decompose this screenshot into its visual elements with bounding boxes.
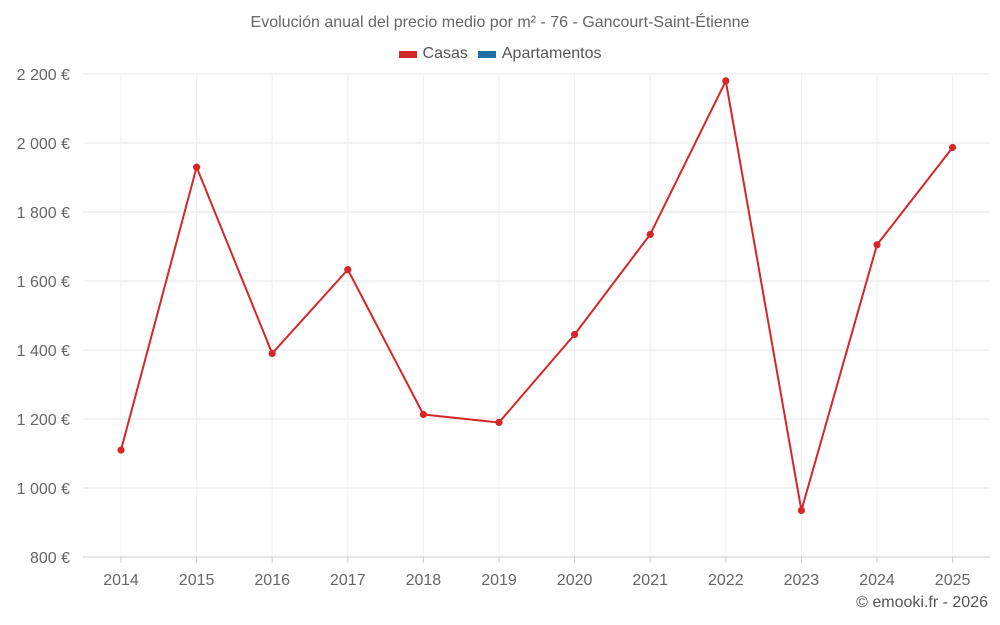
x-tick-label: 2014 [103, 572, 139, 589]
y-tick-label: 1 200 € [17, 412, 70, 429]
y-tick-label: 2 200 € [17, 67, 70, 84]
x-tick-label: 2016 [254, 572, 290, 589]
y-tick-label: 1 000 € [17, 481, 70, 498]
y-tick-label: 800 € [30, 550, 70, 567]
data-point-casas-2020 [571, 330, 579, 339]
data-point-casas-2025 [949, 143, 957, 152]
x-tick-label: 2020 [557, 572, 593, 589]
y-tick-label: 1 400 € [17, 343, 70, 360]
x-tick-label: 2024 [859, 572, 895, 589]
data-point-casas-2014 [117, 446, 125, 454]
legend-swatch-casas [398, 50, 417, 58]
y-tick-label: 2 000 € [17, 136, 70, 153]
x-tick-label: 2021 [632, 572, 668, 589]
data-point-casas-2016 [268, 349, 276, 358]
data-point-casas-2018 [419, 410, 427, 419]
copyright-footer: © emooki.fr - 2026 [856, 594, 988, 611]
data-point-casas-2024 [873, 241, 881, 249]
x-tick-label: 2025 [935, 572, 971, 589]
x-tick-label: 2023 [784, 572, 820, 589]
data-point-casas-2017 [344, 266, 352, 274]
x-tick-label: 2019 [481, 572, 517, 589]
legend-label-apartamentos: Apartamentos [501, 45, 602, 62]
data-point-casas-2019 [495, 418, 503, 427]
y-tick-label: 1 800 € [17, 205, 70, 222]
y-tick-label: 1 600 € [17, 274, 70, 291]
legend-item-apartamentos[interactable]: Apartamentos [477, 45, 602, 63]
data-point-casas-2015 [193, 163, 201, 171]
chart-title: Evolución anual del precio medio por m² … [250, 14, 750, 31]
legend-label-casas: Casas [422, 45, 468, 62]
data-point-casas-2022 [722, 77, 730, 85]
x-tick-label: 2022 [708, 572, 744, 589]
legend-swatch-apartamentos [477, 50, 496, 58]
x-tick-label: 2017 [330, 572, 366, 589]
data-point-casas-2023 [797, 506, 806, 515]
legend: Casas Apartamentos [0, 45, 1000, 63]
x-tick-label: 2018 [406, 572, 442, 589]
x-tick-label: 2015 [179, 572, 215, 589]
series-line-casas [120, 79, 954, 512]
data-point-casas-2021 [646, 230, 654, 239]
legend-item-casas[interactable]: Casas [398, 45, 468, 63]
